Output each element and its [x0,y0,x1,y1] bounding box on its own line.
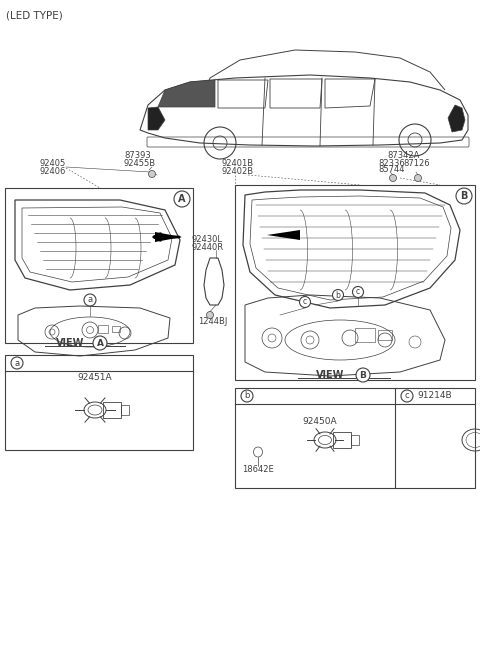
Bar [112,326,120,332]
Circle shape [456,188,472,204]
Text: B: B [360,371,366,380]
Circle shape [389,174,396,182]
Bar [235,185,475,380]
Text: 92405: 92405 [40,159,66,167]
Circle shape [415,174,421,182]
Bar [351,435,359,445]
Text: 82336: 82336 [378,159,405,167]
Text: b: b [336,291,340,300]
Polygon shape [448,105,465,132]
Text: a: a [87,295,93,304]
Bar [5,188,193,343]
Circle shape [174,191,190,207]
Circle shape [241,390,253,402]
Text: 18642E: 18642E [242,466,274,474]
Text: 92440R: 92440R [192,243,224,253]
Text: 87393: 87393 [124,152,151,161]
Text: b: b [244,392,250,401]
Polygon shape [267,230,300,240]
Circle shape [300,297,311,308]
Text: 92402B: 92402B [222,167,254,176]
Text: c: c [303,298,307,306]
Text: 92450A: 92450A [303,417,337,426]
Circle shape [11,357,23,369]
Bar [235,388,475,488]
Text: 92406: 92406 [40,167,66,176]
Text: 92451A: 92451A [78,373,112,382]
Text: 87342A: 87342A [387,150,420,159]
Text: c: c [405,392,409,401]
Circle shape [401,390,413,402]
Text: A: A [96,338,104,348]
Polygon shape [148,107,165,130]
Text: (LED TYPE): (LED TYPE) [6,10,63,20]
Text: 91214B: 91214B [417,392,452,401]
Text: a: a [14,358,20,367]
Circle shape [206,312,214,319]
Circle shape [352,287,363,298]
Bar [355,328,375,342]
Bar [333,432,351,448]
Text: c: c [356,287,360,297]
Circle shape [356,368,370,382]
Bar [98,325,108,333]
Circle shape [93,336,107,350]
Text: 92430L: 92430L [192,236,223,245]
Bar [121,405,129,415]
Text: 85744: 85744 [378,165,405,174]
Circle shape [148,171,156,178]
Text: 92401B: 92401B [222,159,254,167]
Bar [378,330,392,340]
Text: VIEW: VIEW [56,338,84,348]
Text: A: A [178,194,186,204]
Text: 92455B: 92455B [124,159,156,169]
Text: 1244BJ: 1244BJ [198,318,228,327]
Bar [5,355,193,450]
Text: B: B [460,191,468,201]
Text: 87126: 87126 [403,159,430,167]
Polygon shape [158,80,215,107]
Bar [103,402,121,418]
Text: VIEW: VIEW [316,370,344,380]
Circle shape [333,289,344,300]
Circle shape [84,294,96,306]
Polygon shape [155,232,182,242]
